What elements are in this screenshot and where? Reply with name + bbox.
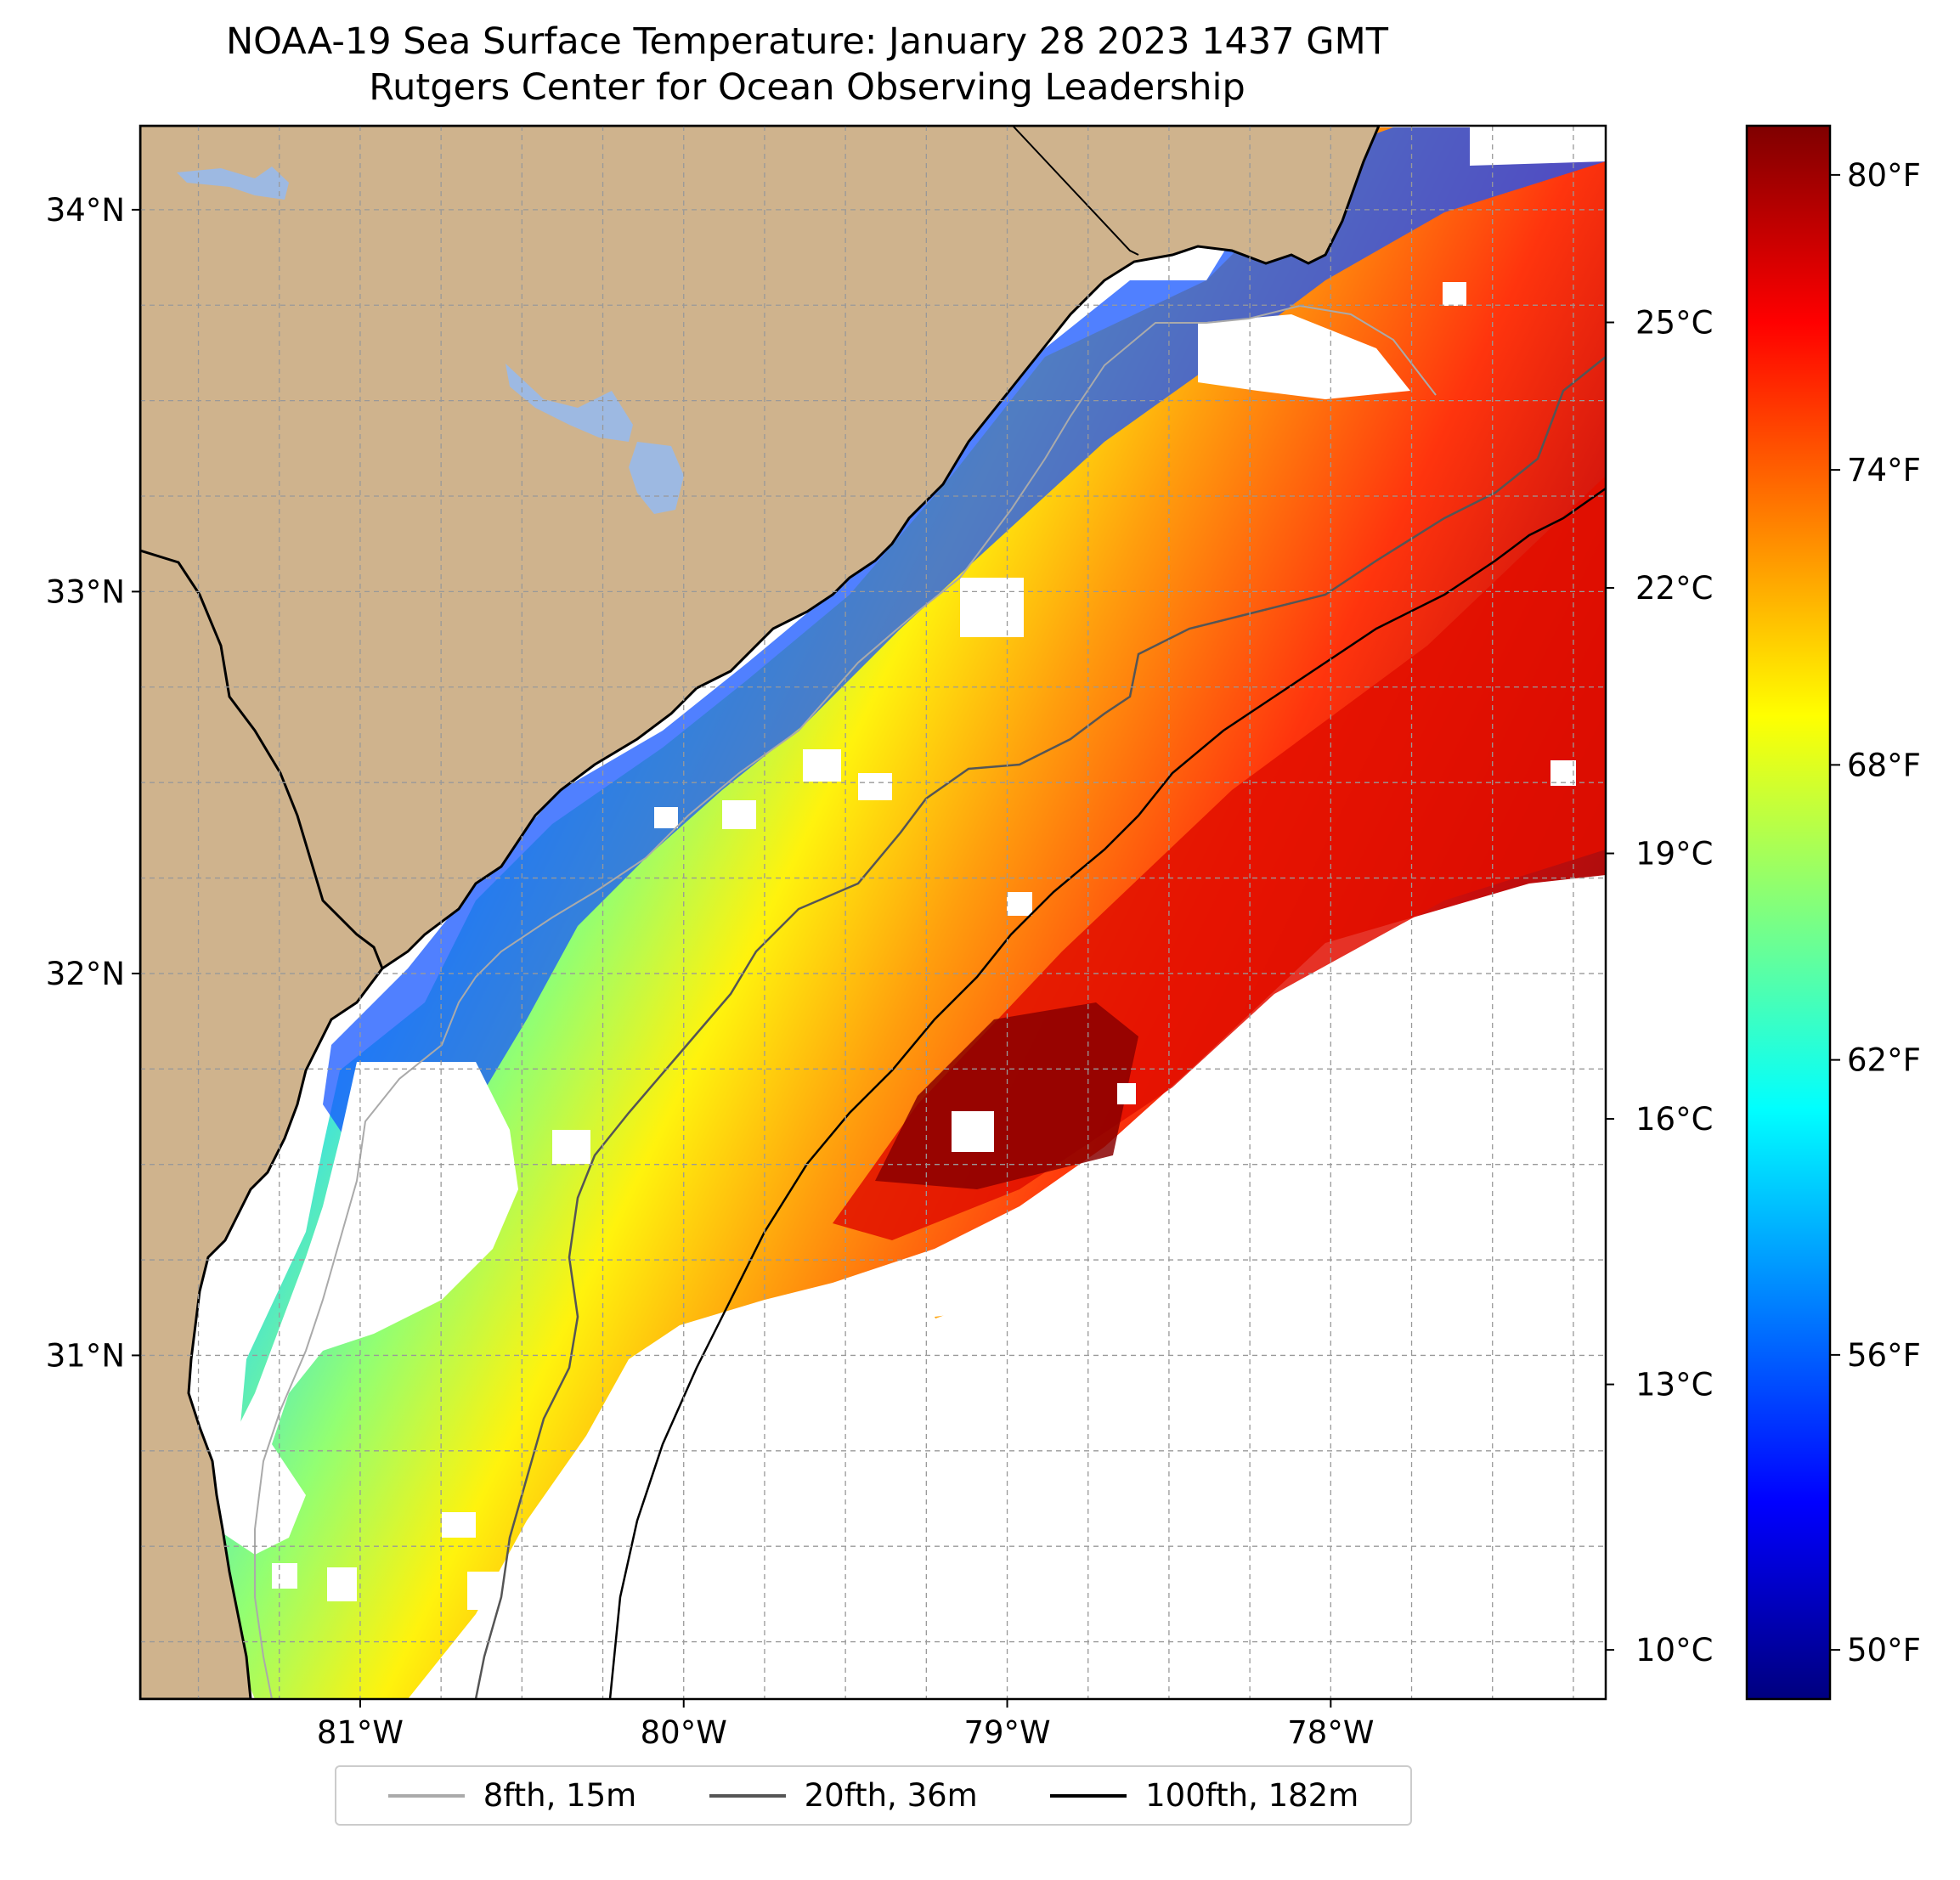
colorbar-c-label: 19°C <box>1635 836 1713 872</box>
missing-data <box>204 127 1606 1699</box>
land-area <box>140 126 1381 1699</box>
contour-100fth <box>608 487 1606 1699</box>
colorbar-f-label: 50°F <box>1847 1632 1921 1668</box>
lon-tick-label: 80°W <box>641 1714 727 1751</box>
legend-label: 8fth, 15m <box>483 1777 637 1814</box>
lakes <box>177 167 684 514</box>
contour-8fth <box>254 304 1437 1699</box>
lat-tick-label: 32°N <box>46 956 125 992</box>
lat-tick-label: 31°N <box>46 1337 125 1374</box>
contour-20fth <box>474 356 1606 1699</box>
contour-legend: 8fth, 15m 20fth, 36m 100fth, 182m <box>335 1765 1412 1826</box>
latitude-axis: 34°N 33°N 32°N 31°N <box>46 192 140 1374</box>
map-title: NOAA-19 Sea Surface Temperature: January… <box>226 20 1388 63</box>
colorbar-c-label: 10°C <box>1635 1632 1713 1668</box>
colorbar-c-label: 13°C <box>1635 1367 1713 1403</box>
legend-swatch <box>387 1793 465 1798</box>
colorbar-fahrenheit-axis: 80°F 74°F 68°F 62°F 56°F 50°F <box>1830 157 1921 1668</box>
colorbar-f-label: 80°F <box>1847 157 1921 194</box>
colorbar-c-label: 22°C <box>1635 570 1713 607</box>
gridlines <box>140 126 1606 1699</box>
map-frame <box>138 124 1607 1701</box>
legend-label: 100fth, 182m <box>1145 1777 1359 1814</box>
lat-tick-label: 34°N <box>46 192 125 229</box>
longitude-axis: 81°W 80°W 79°W 78°W <box>317 1699 1374 1751</box>
lon-tick-label: 78°W <box>1287 1714 1374 1751</box>
colorbar-f-label: 68°F <box>1847 747 1921 783</box>
legend-label: 20fth, 36m <box>804 1777 978 1814</box>
colorbar-c-label: 25°C <box>1635 305 1713 342</box>
lat-tick-label: 33°N <box>46 573 125 610</box>
map-subtitle: Rutgers Center for Ocean Observing Leade… <box>369 66 1245 109</box>
colorbar-f-label: 56°F <box>1847 1337 1921 1374</box>
colorbar <box>1745 124 1832 1701</box>
legend-item-100fth: 100fth, 182m <box>1050 1777 1358 1814</box>
legend-swatch <box>709 1793 786 1798</box>
colorbar-c-label: 16°C <box>1635 1101 1713 1138</box>
legend-item-8fth: 8fth, 15m <box>387 1777 637 1814</box>
colorbar-celsius-axis: 25°C 22°C 19°C 16°C 13°C 10°C <box>1606 305 1713 1668</box>
lon-tick-label: 81°W <box>317 1714 404 1751</box>
lon-tick-label: 79°W <box>963 1714 1050 1751</box>
legend-swatch <box>1050 1793 1127 1798</box>
colorbar-f-label: 62°F <box>1847 1042 1921 1079</box>
legend-item-20fth: 20fth, 36m <box>709 1777 978 1814</box>
colorbar-f-label: 74°F <box>1847 452 1921 488</box>
